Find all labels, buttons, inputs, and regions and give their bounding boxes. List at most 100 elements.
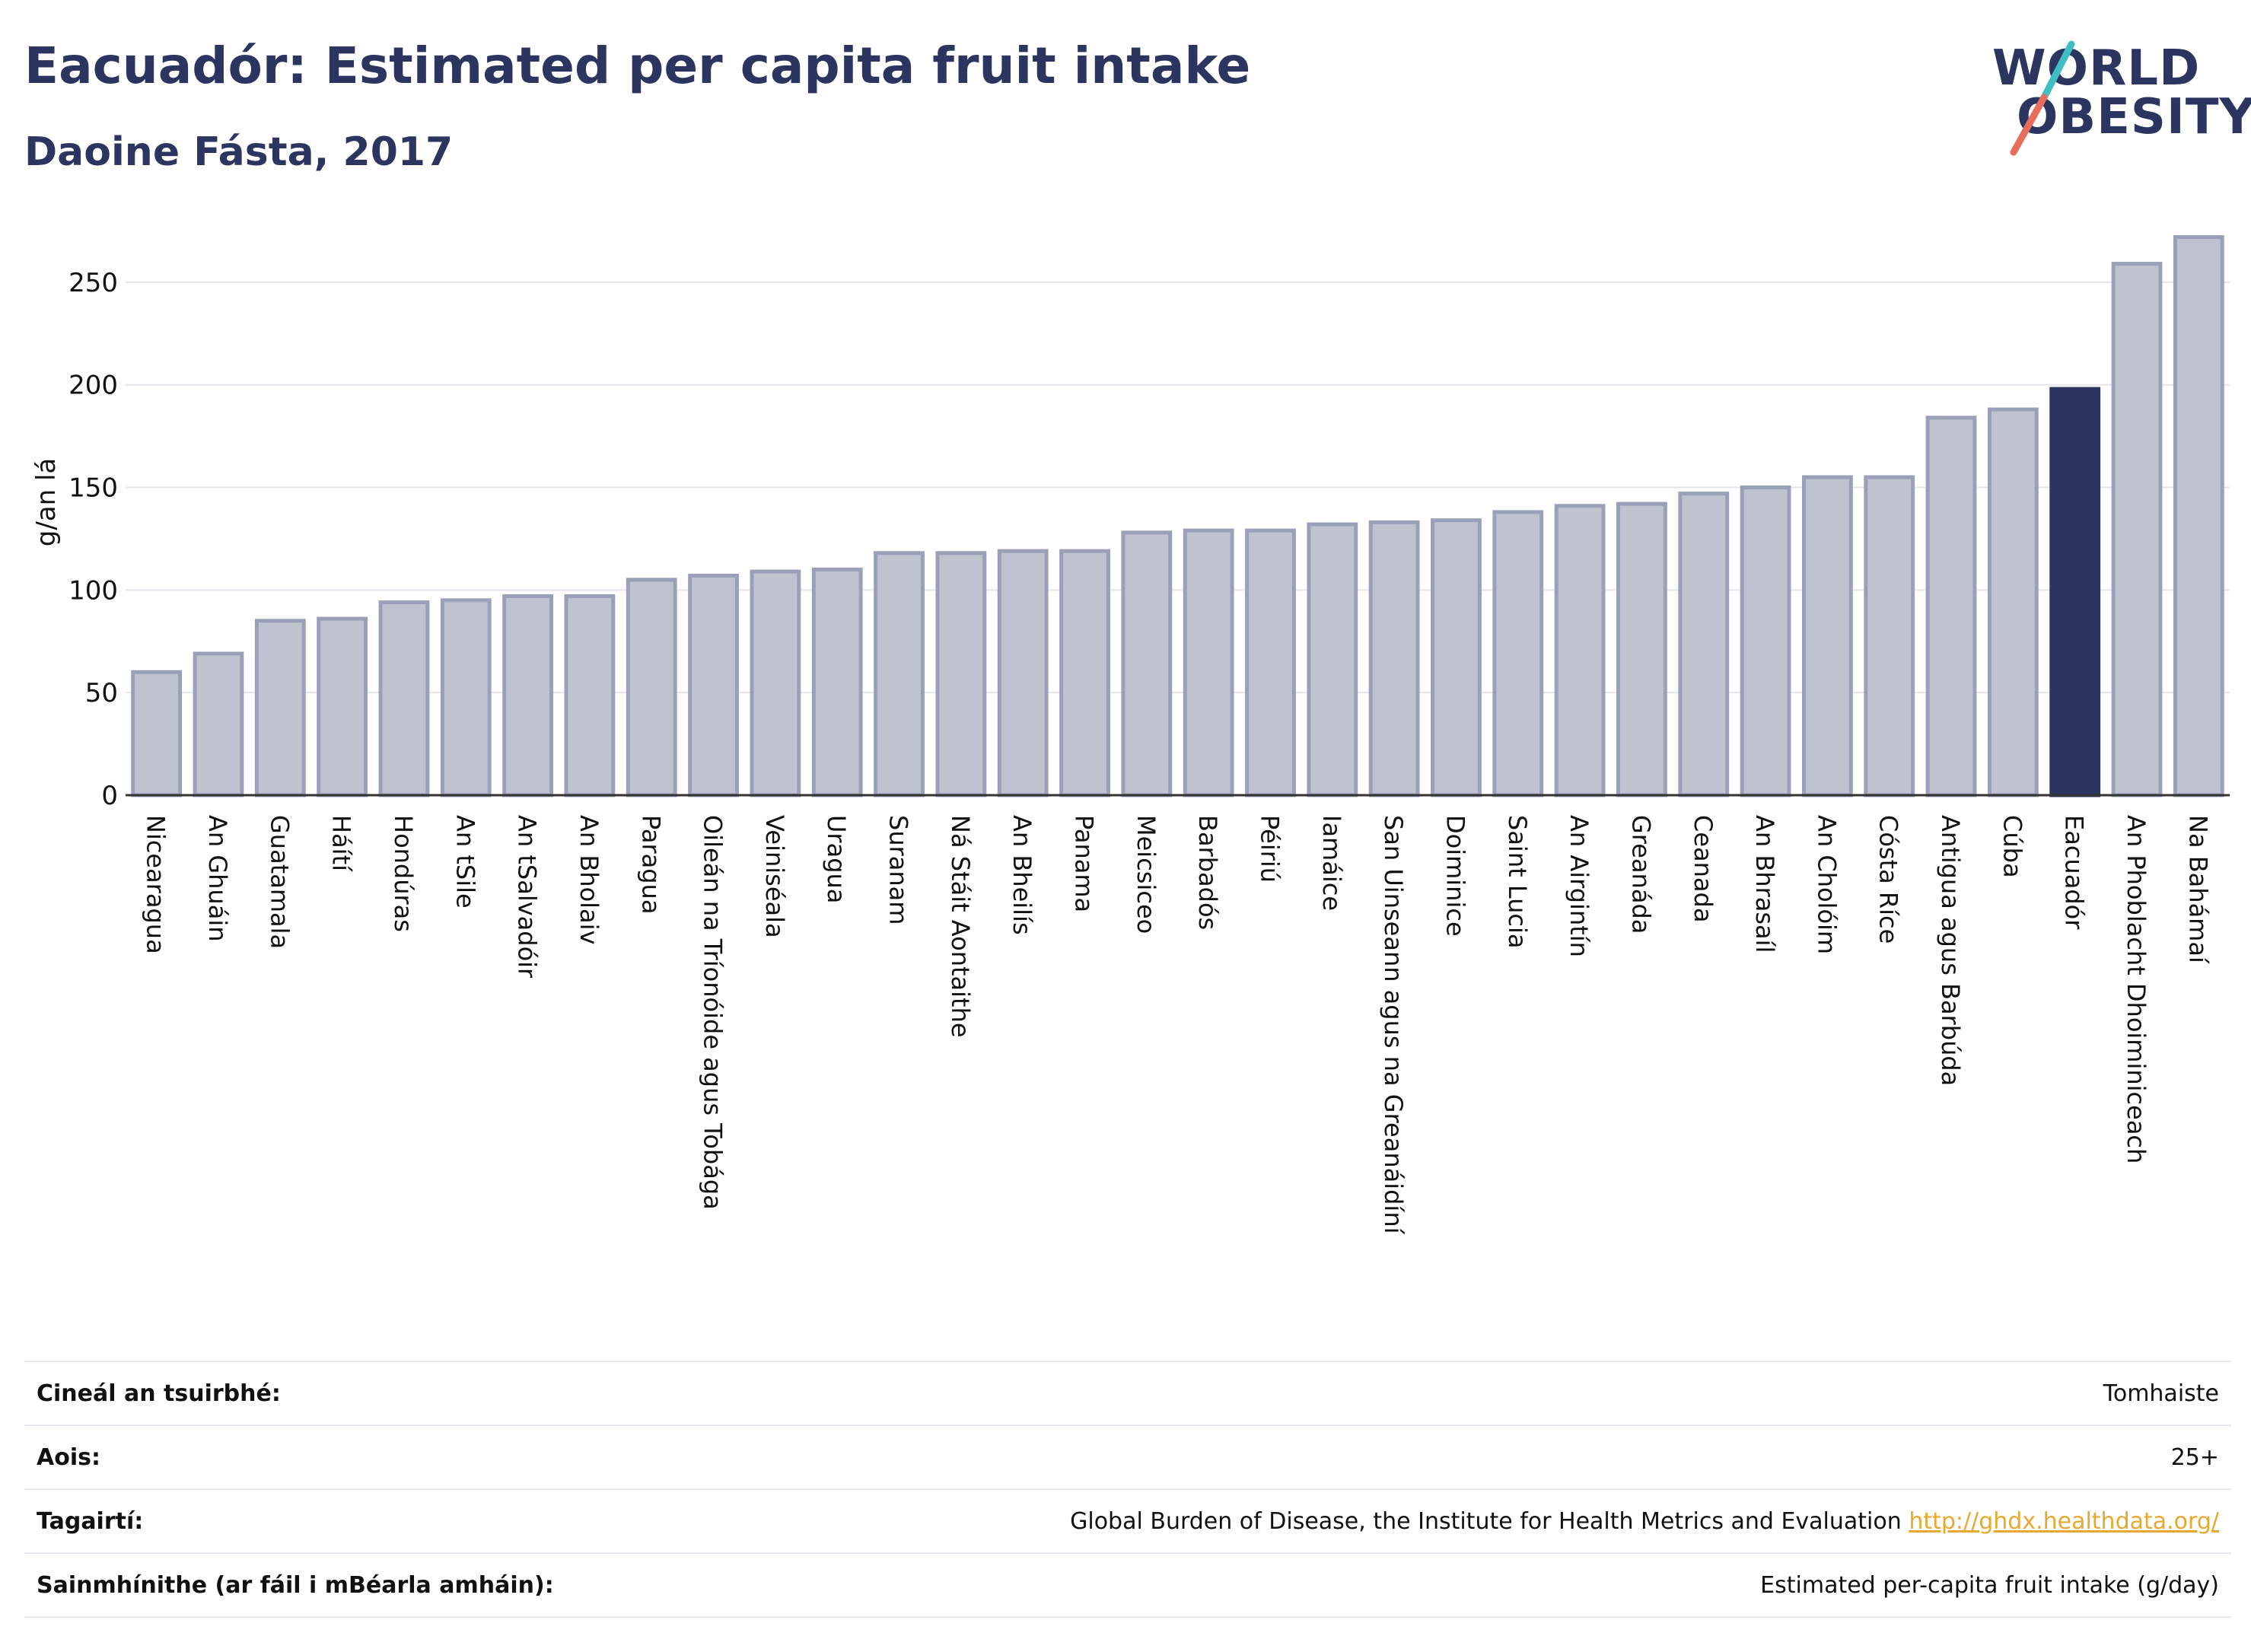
x-tick-label: Meicsiceo <box>1132 815 1161 934</box>
chart-title: Eacuadór: Estimated per capita fruit int… <box>24 37 1251 95</box>
footer-row-survey-type: Cineál an tsuirbhé: Tomhaiste <box>24 1361 2231 1424</box>
footer-table: Cineál an tsuirbhé: Tomhaiste Aois: 25+ … <box>24 1361 2231 1618</box>
x-tick-label: An Bholaiv <box>575 815 603 944</box>
bar <box>626 578 677 797</box>
bar <box>1245 528 1296 797</box>
bar <box>440 598 492 797</box>
footer-row-definitions: Sainmhínithe (ar fáil i mBéarla amháin):… <box>24 1552 2231 1618</box>
bar <box>1925 415 1977 797</box>
bars <box>131 235 2224 797</box>
bar-highlighted <box>2049 387 2101 797</box>
x-tick-label: An tSalvadóir <box>513 815 542 979</box>
reference-link[interactable]: http://ghdx.healthdata.org/ <box>1909 1507 2219 1535</box>
y-tick-label: 100 <box>68 575 118 606</box>
x-tick-label: San Uinseann agus na Greanáidíní <box>1379 815 1408 1235</box>
footer-value: Tomhaiste <box>2103 1380 2219 1407</box>
footer-row-references: Tagairtí: Global Burden of Disease, the … <box>24 1488 2231 1552</box>
x-tick-label: An Airgintín <box>1565 815 1594 957</box>
bar <box>502 594 554 797</box>
bar <box>317 616 368 797</box>
footer-value: Estimated per-capita fruit intake (g/day… <box>1760 1571 2219 1599</box>
bar <box>1616 501 1667 797</box>
bar <box>997 549 1049 797</box>
x-tick-label: An Ghuáin <box>203 815 232 941</box>
x-tick-label: Veiniséala <box>760 815 789 938</box>
bar <box>1987 407 2039 797</box>
y-tick-label: 200 <box>68 371 118 401</box>
x-tick-label: Cósta Ríce <box>1874 815 1903 944</box>
x-tick-labels: Nicearagua An Ghuáin Guatamala Háítí Hondúra… <box>142 815 2213 1235</box>
footer-label: Aois: <box>37 1444 100 1471</box>
x-tick-label: Oileán na Tríonóide agus Tobága <box>699 815 728 1210</box>
bar <box>1183 528 1234 797</box>
x-tick-label: Háítí <box>327 815 356 872</box>
bar <box>193 651 244 797</box>
x-tick-label: Doiminice <box>1441 815 1469 937</box>
footer-label: Sainmhínithe (ar fáil i mBéarla amháin): <box>37 1571 554 1599</box>
y-axis-label: g/an lá <box>31 458 62 547</box>
bar <box>1431 518 1482 797</box>
bar <box>1801 475 1853 797</box>
bar <box>1678 492 1730 797</box>
bar <box>1121 530 1173 797</box>
x-tick-label: Paragua <box>636 815 665 914</box>
reference-text: Global Burden of Disease, the Institute … <box>1070 1507 1902 1535</box>
x-tick-label: Suranam <box>884 815 913 925</box>
x-tick-label: An Cholóim <box>1812 815 1841 954</box>
bar <box>378 600 430 797</box>
bar <box>2111 262 2163 797</box>
bar <box>874 551 925 797</box>
x-tick-label: Eacuadór <box>2060 815 2089 930</box>
bar <box>131 670 183 797</box>
x-tick-label: Antigua agus Barbúda <box>1936 815 1965 1086</box>
bar <box>688 573 739 797</box>
bar <box>811 567 863 797</box>
footer-value: 25+ <box>2170 1444 2219 1471</box>
logo-word-world: WORLD <box>1992 40 2201 97</box>
bar-chart: 0 50 100 150 200 250 Nicearagua An Ghuáin Guata… <box>31 235 2230 1235</box>
y-tick-label: 250 <box>68 268 118 298</box>
x-tick-label: Hondúras <box>389 815 418 932</box>
x-tick-label: Péiriú <box>1255 815 1284 883</box>
x-tick-label: Panama <box>1070 815 1099 912</box>
footer-row-age: Aois: 25+ <box>24 1424 2231 1488</box>
x-tick-label: An Bhrasaíl <box>1750 815 1779 953</box>
x-tick-label: An Phoblacht Dhoiminiceach <box>2122 815 2151 1163</box>
x-tick-label: An tSile <box>451 815 479 909</box>
bar <box>2173 235 2224 797</box>
x-tick-label: Cúba <box>1998 815 2027 878</box>
y-tick-label: 0 <box>101 781 118 811</box>
bar <box>1059 549 1110 797</box>
y-tick-label: 50 <box>85 678 118 708</box>
chart-subtitle: Daoine Fásta, 2017 <box>24 129 454 175</box>
y-tick-labels: 0 50 100 150 200 250 <box>68 268 118 811</box>
x-tick-label: Barbadós <box>1193 815 1222 930</box>
logo-word-obesity: OBESITY <box>2017 89 2251 145</box>
footer-label: Cineál an tsuirbhé: <box>37 1380 281 1407</box>
bar <box>1307 522 1358 797</box>
x-tick-label: Saint Lucia <box>1503 815 1532 948</box>
x-tick-label: Na Bahámaí <box>2183 815 2212 964</box>
bar <box>564 594 616 797</box>
bar <box>1368 520 1420 797</box>
footer-label: Tagairtí: <box>37 1507 144 1535</box>
x-tick-label: Guatamala <box>265 815 294 949</box>
bar <box>935 551 987 797</box>
bar <box>1740 485 1791 797</box>
x-tick-label: An Bheilís <box>1008 815 1036 935</box>
bar <box>1554 504 1606 797</box>
y-tick-label: 150 <box>68 473 118 504</box>
x-tick-label: Ná Stáit Aontaithe <box>946 815 975 1038</box>
x-tick-label: Nicearagua <box>142 815 170 954</box>
x-tick-label: Iamáice <box>1317 815 1346 911</box>
bar <box>1492 510 1544 797</box>
x-tick-label: Uragua <box>822 815 851 903</box>
bar <box>254 619 306 797</box>
footer-value: Global Burden of Disease, the Institute … <box>1070 1508 2219 1535</box>
bar <box>1864 475 1915 797</box>
bar <box>750 569 801 797</box>
x-tick-label: Greanáda <box>1626 815 1655 934</box>
logo-slash-icon <box>2010 40 2075 156</box>
x-tick-label: Ceanada <box>1689 815 1718 922</box>
world-obesity-logo: WORLD OBESITY <box>1986 38 2251 160</box>
